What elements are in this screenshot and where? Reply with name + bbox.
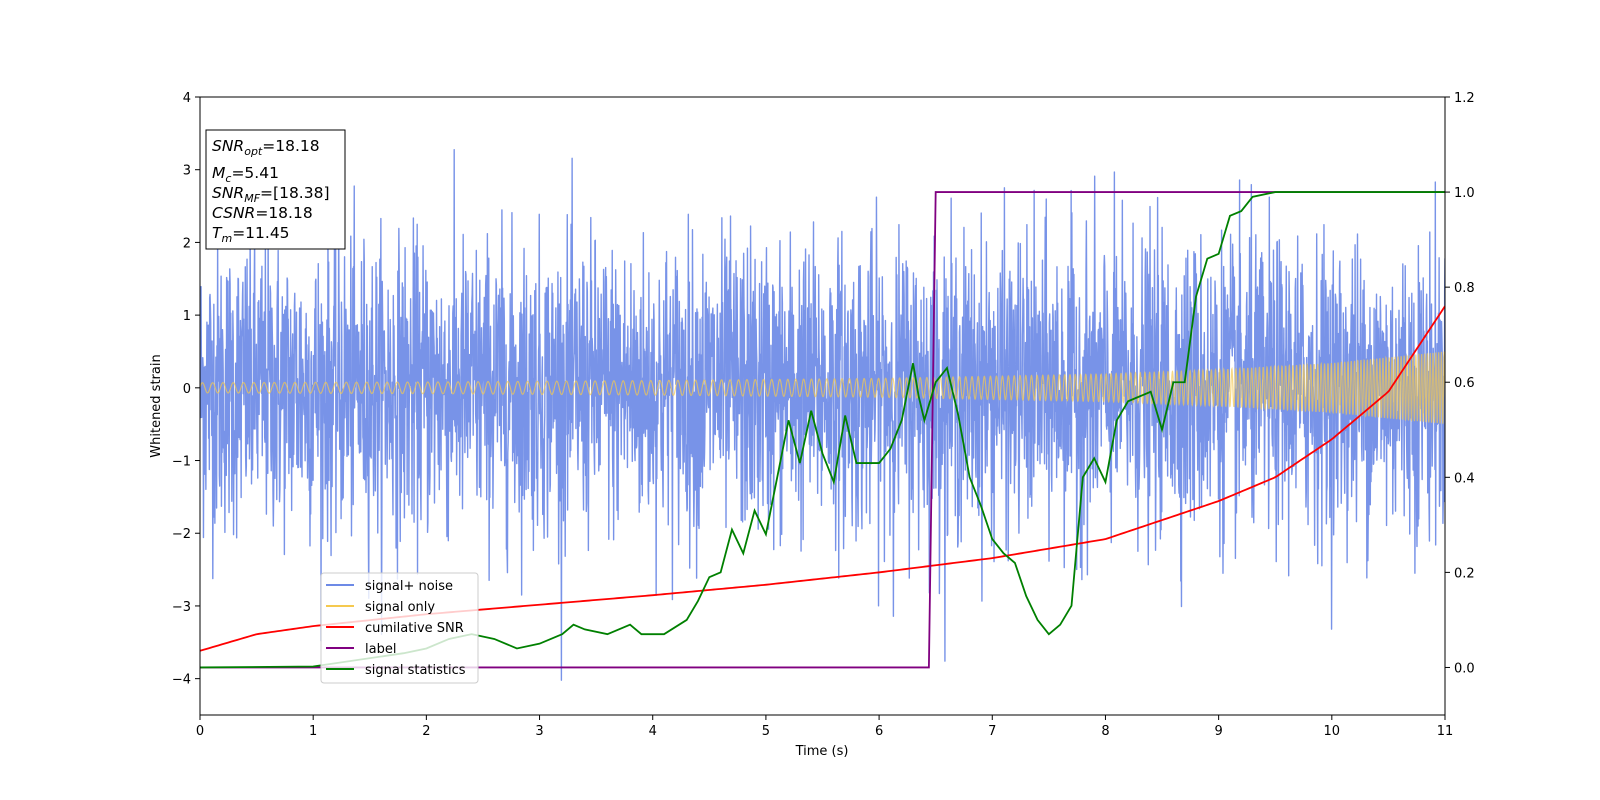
y-tick-label: 1 bbox=[183, 309, 191, 324]
plot-frame bbox=[199, 96, 1446, 716]
legend: signal+ noise signal only cumilative SNR… bbox=[320, 572, 479, 684]
y-tick-label: −1 bbox=[172, 455, 191, 470]
x-tick-label: 11 bbox=[1437, 724, 1454, 739]
legend-label-signal-statistics: signal statistics bbox=[365, 663, 466, 678]
x-tick-label: 10 bbox=[1324, 724, 1341, 739]
y2-tick-label: 1.2 bbox=[1454, 91, 1475, 106]
y2-tick-label: 0.8 bbox=[1454, 281, 1475, 296]
x-tick-label: 2 bbox=[422, 724, 430, 739]
y-tick-label: 3 bbox=[183, 164, 191, 179]
y-tick-label: −4 bbox=[172, 673, 191, 688]
x-tick-label: 6 bbox=[875, 724, 883, 739]
y2-tick-label: 0.0 bbox=[1454, 661, 1475, 676]
y2-tick-label: 0.6 bbox=[1454, 376, 1475, 391]
x-tick-label: 9 bbox=[1214, 724, 1222, 739]
x-tick-label: 0 bbox=[196, 724, 204, 739]
info-mc: Mc=5.41 bbox=[212, 164, 279, 185]
info-csnr: CSNR=18.18 bbox=[212, 204, 313, 222]
label-line bbox=[200, 191, 1445, 669]
legend-label-label: label bbox=[365, 642, 396, 657]
x-tick-label: 8 bbox=[1101, 724, 1109, 739]
legend-label-signal-only: signal only bbox=[365, 600, 435, 615]
y-axis-left: −4 −3 −2 −1 0 1 2 3 4 bbox=[172, 91, 200, 688]
info-box: SNRopt=18.18 Mc=5.41 SNRMF=[18.38] CSNR=… bbox=[205, 129, 346, 250]
x-tick-label: 3 bbox=[535, 724, 543, 739]
y-axis-label: Whitened strain bbox=[149, 354, 164, 457]
x-tick-label: 1 bbox=[309, 724, 317, 739]
y-tick-label: −3 bbox=[172, 600, 191, 615]
y-tick-label: 4 bbox=[183, 91, 191, 106]
x-tick-label: 4 bbox=[649, 724, 657, 739]
info-snr-mf: SNRMF=[18.38] bbox=[212, 184, 330, 205]
y2-tick-label: 0.4 bbox=[1454, 471, 1475, 486]
y-axis-right: 0.0 0.2 0.4 0.6 0.8 1.0 1.2 bbox=[1445, 91, 1475, 676]
x-axis: 0 1 2 3 4 5 6 7 8 9 10 11 bbox=[196, 715, 1453, 739]
signal-only-line bbox=[200, 351, 1445, 424]
info-snr-opt: SNRopt=18.18 bbox=[212, 137, 320, 158]
x-tick-label: 5 bbox=[762, 724, 770, 739]
signal-statistics-line bbox=[200, 191, 1445, 669]
y-tick-label: −2 bbox=[172, 527, 191, 542]
x-tick-label: 7 bbox=[988, 724, 996, 739]
x-axis-label: Time (s) bbox=[795, 744, 849, 759]
info-tm: Tm=11.45 bbox=[212, 224, 290, 245]
y-tick-label: 0 bbox=[183, 382, 191, 397]
y2-tick-label: 1.0 bbox=[1454, 186, 1475, 201]
y2-tick-label: 0.2 bbox=[1454, 566, 1475, 581]
legend-label-cumulative-snr: cumilative SNR bbox=[365, 621, 464, 636]
legend-label-signal-noise: signal+ noise bbox=[365, 579, 453, 594]
y-tick-label: 2 bbox=[183, 236, 191, 251]
signal-noise-line bbox=[200, 149, 1445, 681]
